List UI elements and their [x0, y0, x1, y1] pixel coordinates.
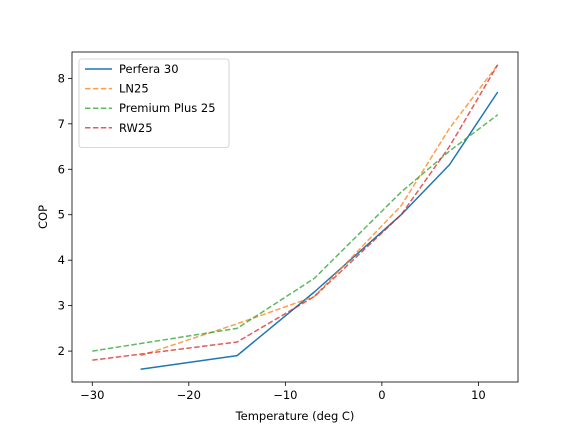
x-tick-label: 10 [471, 388, 486, 402]
y-tick-label: 8 [58, 71, 65, 85]
y-tick-label: 7 [58, 117, 65, 131]
x-tick-label: −10 [273, 388, 297, 402]
legend-label: Premium Plus 25 [119, 101, 216, 115]
series-line-2 [140, 64, 499, 357]
legend-label: RW25 [119, 121, 153, 135]
y-axis-title: COP [36, 205, 50, 229]
series-layer [92, 64, 499, 371]
y-tick-label: 4 [58, 253, 65, 267]
series-line-4 [92, 64, 499, 361]
x-tick-label: −20 [177, 388, 201, 402]
legend-label: Perfera 30 [119, 62, 179, 76]
series-line-1 [140, 91, 499, 371]
series-line-3 [92, 114, 499, 352]
x-axis-title: Temperature (deg C) [235, 409, 355, 423]
y-tick-label: 3 [58, 299, 65, 313]
y-axis-ticks: 2 3 4 5 6 7 8 [58, 71, 72, 358]
legend: Perfera 30 LN25 Premium Plus 25 RW25 [78, 58, 230, 148]
legend-frame [78, 58, 230, 148]
y-tick-label: 6 [58, 162, 65, 176]
plot-frame [71, 51, 519, 383]
legend-label: LN25 [119, 82, 149, 96]
x-tick-label: 0 [378, 388, 385, 402]
x-axis-ticks: −30 −20 −10 0 10 [80, 382, 486, 402]
x-tick-label: −30 [80, 388, 104, 402]
y-tick-label: 5 [58, 208, 65, 222]
y-tick-label: 2 [58, 344, 65, 358]
